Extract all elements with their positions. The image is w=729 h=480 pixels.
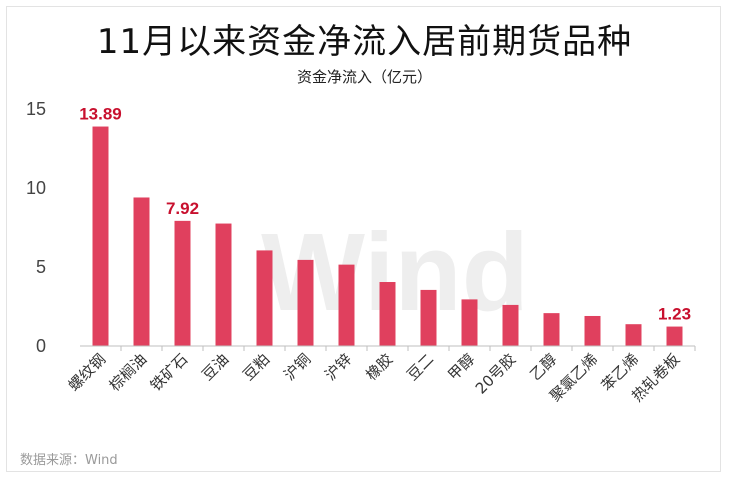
bar — [256, 250, 273, 346]
bar — [338, 264, 355, 346]
x-tick-label: 豆油 — [198, 350, 232, 384]
chart-frame — [6, 6, 721, 472]
x-tick-label: 铁矿石 — [147, 350, 192, 395]
bar — [625, 324, 642, 346]
x-tick-label: 橡胶 — [362, 350, 396, 384]
x-tick-label: 乙醇 — [526, 350, 560, 384]
chart-subtitle: 资金净流入（亿元） — [296, 68, 432, 86]
y-tick-label: 5 — [36, 257, 46, 277]
x-tick-label: 豆粕 — [239, 350, 273, 384]
bar — [543, 313, 560, 346]
x-tick-label: 豆二 — [403, 350, 437, 384]
source-note: 数据来源：Wind — [20, 453, 118, 468]
x-tick-label: 沪锌 — [321, 350, 355, 384]
data-label: 13.89 — [79, 105, 122, 124]
bar — [461, 299, 478, 346]
x-tick-label: 甲醇 — [444, 350, 478, 384]
bar — [666, 326, 683, 346]
x-tick-label: 沪铜 — [280, 350, 314, 384]
bars — [92, 126, 683, 347]
x-tick-label: 螺纹钢 — [65, 350, 110, 395]
data-label: 7.92 — [166, 199, 199, 218]
y-axis: 0 5 10 15 — [26, 99, 46, 356]
bar — [584, 315, 601, 346]
data-label: 1.23 — [658, 305, 691, 324]
x-tick-label: 20号胶 — [472, 350, 519, 397]
bar — [133, 197, 150, 346]
bar — [297, 259, 314, 346]
bar — [420, 289, 437, 346]
chart-title: 11月以来资金净流入居前期货品种 — [96, 22, 633, 62]
bar — [502, 304, 519, 346]
y-tick-label: 15 — [26, 99, 46, 119]
bar — [215, 223, 232, 346]
bar — [174, 220, 191, 346]
y-tick-label: 0 — [36, 336, 46, 356]
x-tick-label: 棕榈油 — [106, 350, 151, 395]
bar — [92, 126, 109, 347]
data-labels: 13.89 7.92 1.23 — [79, 105, 691, 324]
y-tick-label: 10 — [26, 178, 46, 198]
bar — [379, 282, 396, 346]
